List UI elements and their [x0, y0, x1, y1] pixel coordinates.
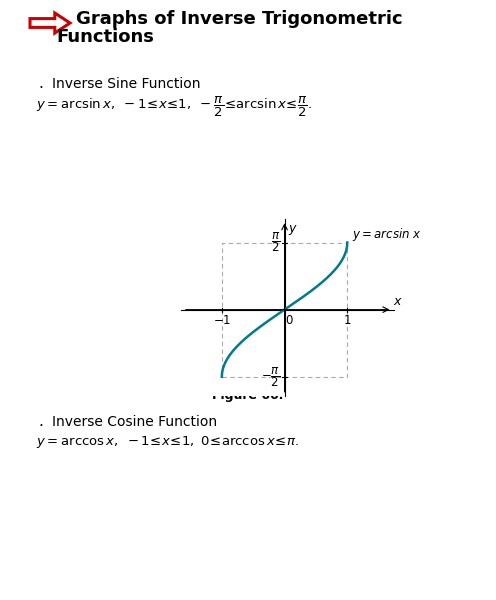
Text: .: . — [38, 415, 43, 430]
Text: Graphs of Inverse Trigonometric: Graphs of Inverse Trigonometric — [76, 10, 403, 28]
Text: $y=\arcsin x,\ -1\!\leq\! x\!\leq\!1,\ -\dfrac{\pi}{2}\!\leq\!\arcsin x\!\leq\!\: $y=\arcsin x,\ -1\!\leq\! x\!\leq\!1,\ -… — [36, 95, 312, 119]
Text: y: y — [288, 222, 296, 235]
Text: $\dfrac{\pi}{2}$: $\dfrac{\pi}{2}$ — [271, 230, 280, 254]
Text: Inverse Cosine Function: Inverse Cosine Function — [52, 415, 217, 429]
Text: Functions: Functions — [56, 28, 154, 46]
Text: $1$: $1$ — [343, 314, 352, 328]
Text: Inverse Sine Function: Inverse Sine Function — [52, 77, 200, 91]
Text: $y = arcsin\ x$: $y = arcsin\ x$ — [352, 226, 422, 244]
Text: $0$: $0$ — [285, 314, 293, 328]
Text: Figure 66.: Figure 66. — [212, 389, 284, 401]
Text: $-\dfrac{\pi}{2}$: $-\dfrac{\pi}{2}$ — [261, 365, 280, 389]
Polygon shape — [30, 13, 70, 33]
Text: $y=\arccos x,\ -1\!\leq\! x\!\leq\!1,\ 0\!\leq\!\arccos x\!\leq\!\pi.$: $y=\arccos x,\ -1\!\leq\! x\!\leq\!1,\ 0… — [36, 434, 299, 450]
Text: .: . — [38, 76, 43, 91]
Text: $-1$: $-1$ — [213, 314, 231, 328]
Text: x: x — [393, 295, 400, 308]
